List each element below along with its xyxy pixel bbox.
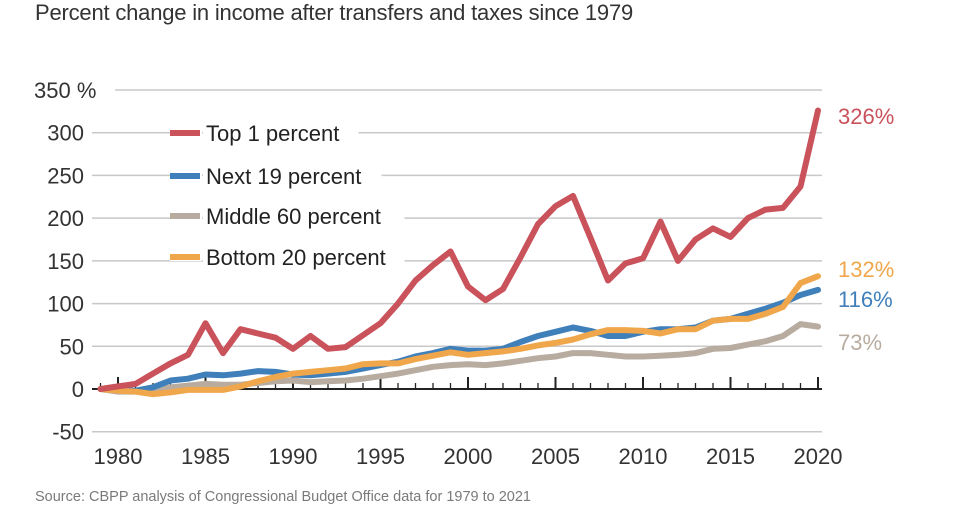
chart-title: Percent change in income after transfers…	[35, 0, 634, 25]
y-tick-label: 100	[47, 292, 84, 317]
y-tick-label: 200	[47, 206, 84, 231]
series-line-middle-60-percent	[97, 321, 821, 395]
x-tick-label: 1980	[94, 444, 143, 469]
y-axis-tick-labels: -50 0 50 100 150 200 250 300 350 %	[34, 78, 96, 445]
x-tick-label: 2015	[706, 444, 755, 469]
x-axis-tick-labels: 1980 1985 1990 1995 2000 2005 2010 2015 2020	[94, 444, 843, 469]
legend-label: Middle 60 percent	[206, 204, 381, 229]
series-lines	[97, 107, 821, 398]
legend-label-bg	[203, 158, 382, 192]
end-label: 116%	[838, 287, 893, 312]
y-tick-label: 350 %	[34, 78, 96, 103]
source-note: Source: CBPP analysis of Congressional B…	[35, 489, 531, 505]
end-labels: 326% 116% 73% 132%	[838, 104, 894, 355]
x-tick-label: 2000	[444, 444, 493, 469]
x-tick-label: 1985	[181, 444, 230, 469]
y-tick-label: -50	[52, 420, 84, 445]
y-tick-label: 0	[72, 377, 84, 402]
legend-label: Top 1 percent	[206, 121, 339, 146]
legend-label-bg	[203, 239, 405, 273]
y-tick-label: 300	[47, 121, 84, 146]
end-label: 73%	[838, 330, 882, 355]
series-line-top-1-percent	[97, 107, 821, 392]
series-line-bottom-20-percent	[97, 273, 821, 398]
x-tick-label: 2020	[794, 444, 843, 469]
y-tick-label: 250	[47, 163, 84, 188]
legend-label-bg	[203, 198, 405, 232]
legend: Top 1 percent Next 19 percent Middle 60 pe…	[170, 115, 405, 273]
x-tick-label: 2010	[619, 444, 668, 469]
y-tick-label: 150	[47, 249, 84, 274]
x-tick-label: 2005	[531, 444, 580, 469]
x-tick-label: 1995	[356, 444, 405, 469]
legend-label: Next 19 percent	[206, 164, 361, 189]
end-label: 326%	[838, 104, 894, 129]
y-tick-label: 50	[60, 334, 84, 359]
series-line-next-19-percent	[97, 286, 821, 394]
legend-label-bg	[203, 115, 359, 149]
legend-label: Bottom 20 percent	[206, 245, 386, 270]
x-tick-label: 1990	[269, 444, 318, 469]
end-label: 132%	[838, 257, 894, 282]
